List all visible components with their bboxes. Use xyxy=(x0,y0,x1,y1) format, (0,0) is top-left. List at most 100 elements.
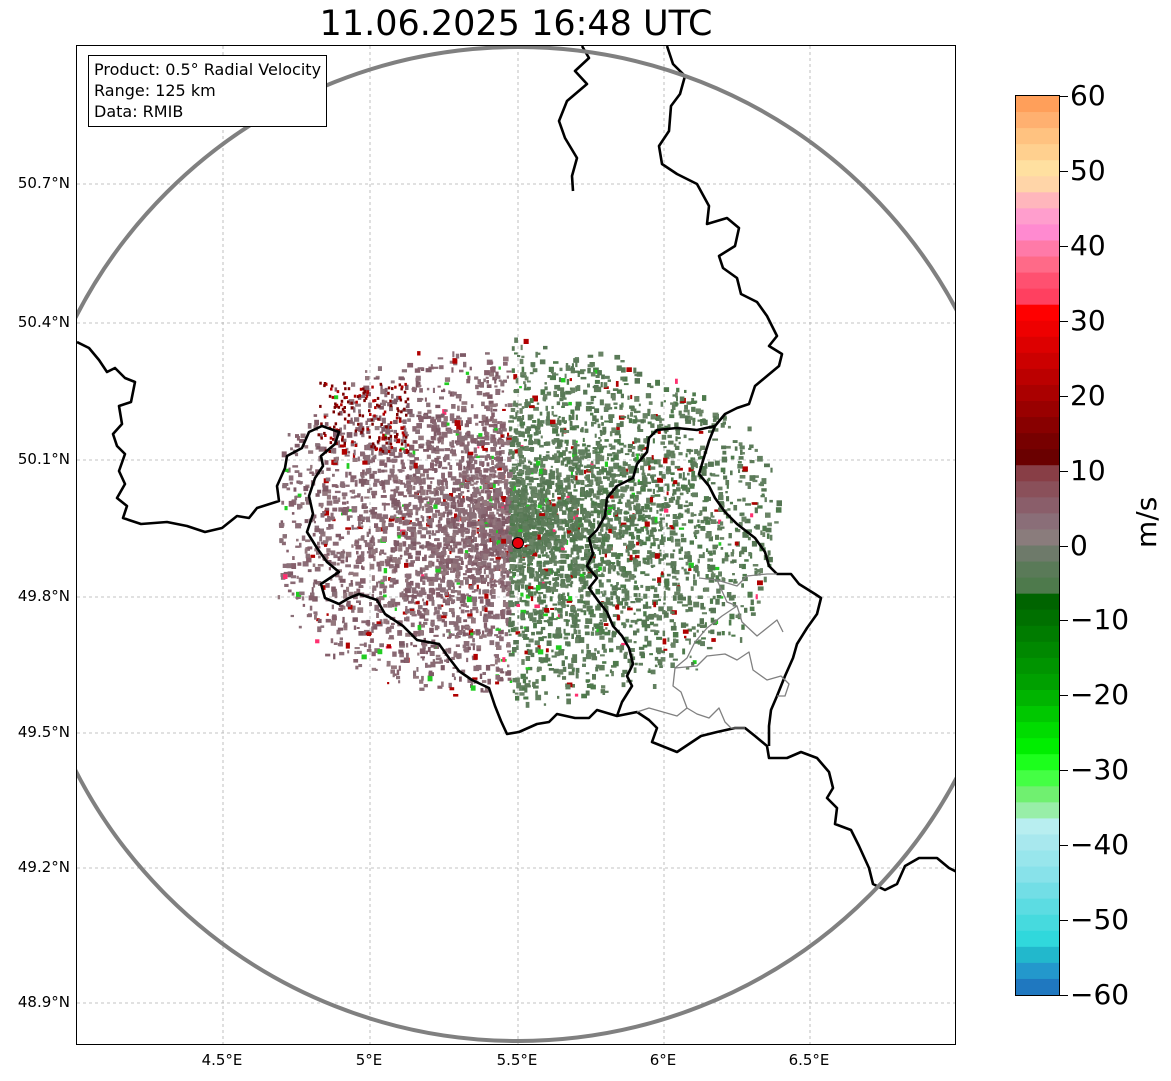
echo-pixel xyxy=(710,512,713,518)
echo-pixel xyxy=(557,674,561,678)
echo-pixel xyxy=(413,389,417,393)
echo-pixel xyxy=(487,633,491,637)
echo-pixel xyxy=(509,564,515,570)
echo-pixel xyxy=(401,369,407,373)
echo-pixel xyxy=(598,622,604,626)
echo-pixel xyxy=(336,562,340,566)
echo-pixel xyxy=(454,507,460,512)
echo-pixel xyxy=(519,358,524,365)
echo-pixel xyxy=(607,568,612,574)
echo-pixel xyxy=(601,422,604,426)
echo-pixel xyxy=(549,475,556,480)
echo-pixel xyxy=(611,552,617,557)
echo-pixel xyxy=(650,466,656,470)
echo-pixel xyxy=(455,432,459,436)
echo-pixel xyxy=(640,526,644,532)
echo-pixel xyxy=(729,595,735,601)
echo-pixel xyxy=(282,483,289,486)
echo-pixel xyxy=(491,418,498,424)
echo-pixel xyxy=(512,482,517,486)
echo-pixel xyxy=(519,597,522,602)
echo-pixel xyxy=(634,378,640,384)
echo-pixel xyxy=(620,644,625,651)
echo-pixel xyxy=(670,472,675,475)
echo-pixel xyxy=(501,586,506,593)
echo-pixel xyxy=(689,483,695,489)
echo-pixel xyxy=(524,584,531,591)
echo-pixel xyxy=(536,619,543,624)
echo-pixel xyxy=(629,521,635,527)
echo-pixel xyxy=(612,631,617,635)
echo-pixel xyxy=(337,627,343,631)
echo-pixel xyxy=(554,534,560,539)
echo-pixel xyxy=(603,623,609,626)
echo-pixel xyxy=(307,423,312,429)
echo-pixel xyxy=(677,595,684,601)
echo-pixel xyxy=(720,467,726,473)
echo-pixel xyxy=(658,598,661,602)
echo-pixel xyxy=(556,450,560,454)
echo-pixel xyxy=(590,684,596,690)
echo-pixel xyxy=(479,673,483,679)
echo-pixel xyxy=(494,375,501,379)
echo-pixel xyxy=(333,653,336,660)
echo-pixel xyxy=(634,662,638,666)
echo-pixel xyxy=(519,408,523,414)
echo-pixel xyxy=(572,557,577,563)
echo-pixel xyxy=(381,536,387,542)
echo-pixel xyxy=(598,537,604,540)
echo-pixel xyxy=(478,420,484,423)
echo-pixel xyxy=(447,536,452,542)
echo-pixel xyxy=(406,574,410,580)
echo-pixel xyxy=(397,469,403,472)
echo-pixel xyxy=(645,393,652,399)
radar-map[interactable] xyxy=(76,45,956,1045)
echo-pixel xyxy=(583,610,587,616)
echo-pixel xyxy=(507,677,512,681)
echo-pixel xyxy=(459,606,462,610)
echo-pixel xyxy=(516,410,519,414)
echo-pixel xyxy=(560,378,566,383)
echo-pixel xyxy=(475,577,481,583)
echo-pixel xyxy=(473,459,478,465)
echo-pixel xyxy=(325,618,331,623)
echo-pixel xyxy=(713,474,720,477)
echo-pixel xyxy=(556,523,560,528)
echo-pixel xyxy=(415,381,421,388)
echo-pixel xyxy=(376,612,379,618)
echo-pixel xyxy=(359,554,364,558)
echo-pixel xyxy=(389,584,394,588)
echo-pixel xyxy=(630,394,633,400)
echo-pixel xyxy=(586,401,592,405)
echo-pixel xyxy=(522,447,527,451)
echo-pixel xyxy=(642,558,645,564)
echo-pixel xyxy=(429,518,434,522)
echo-pixel xyxy=(653,601,657,608)
echo-pixel xyxy=(442,577,446,580)
echo-pixel xyxy=(563,430,570,433)
echo-pixel xyxy=(330,638,334,644)
echo-pixel xyxy=(526,445,529,451)
echo-pixel xyxy=(674,591,681,596)
echo-pixel xyxy=(535,647,540,653)
echo-pixel xyxy=(299,504,303,509)
echo-pixel xyxy=(325,583,330,588)
echo-pixel xyxy=(594,537,599,543)
echo-pixel xyxy=(552,428,559,434)
echo-pixel xyxy=(685,500,688,504)
echo-pixel xyxy=(572,452,578,455)
echo-pixel xyxy=(434,538,440,542)
echo-pixel xyxy=(503,479,509,485)
echo-pixel xyxy=(466,521,472,528)
echo-pixel xyxy=(505,618,511,624)
echo-pixel xyxy=(565,576,572,582)
echo-pixel xyxy=(514,601,520,607)
echo-pixel xyxy=(355,427,361,431)
echo-pixel xyxy=(378,481,382,485)
echo-pixel xyxy=(529,372,534,375)
echo-pixel xyxy=(472,606,478,611)
echo-pixel xyxy=(508,496,514,501)
echo-pixel xyxy=(532,617,537,623)
echo-pixel xyxy=(684,415,691,422)
echo-pixel xyxy=(636,541,640,546)
